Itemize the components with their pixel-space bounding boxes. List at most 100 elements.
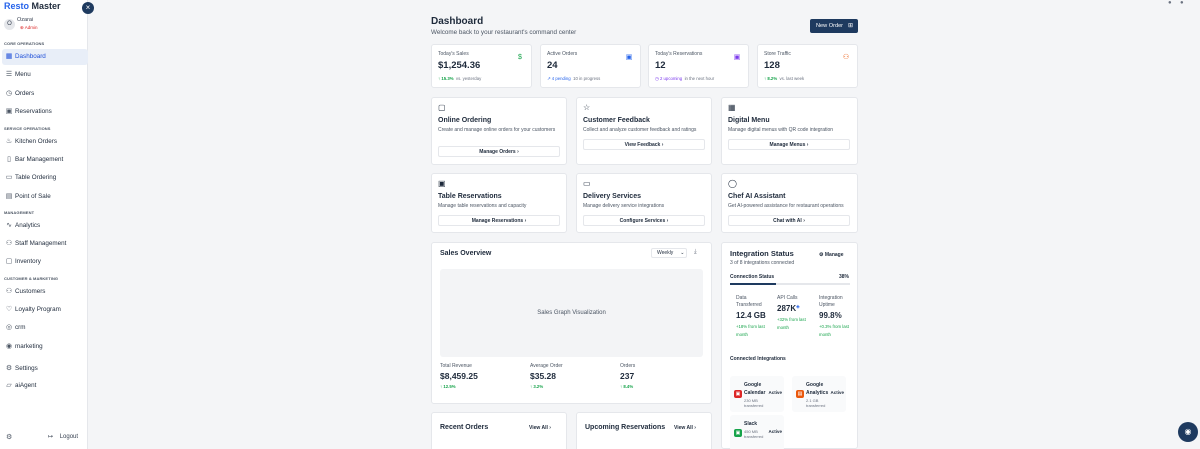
sidebar-item-analytics[interactable]: ∿ Analytics xyxy=(2,218,88,234)
calendar-icon: ▣ xyxy=(438,179,446,188)
metric-change: +18% from last month xyxy=(736,324,765,337)
metric-value: $8,459.25 xyxy=(440,371,478,381)
manage-orders-button[interactable]: Manage Orders › xyxy=(438,146,560,157)
metric-orders: Orders 237 ↑ 8.4% xyxy=(620,363,635,389)
feature-button-label: Manage Reservations xyxy=(471,218,524,224)
sidebar-item-label: marketing xyxy=(15,343,43,350)
manage-menus-button[interactable]: Manage Menus › xyxy=(728,139,850,150)
user-menu-icon[interactable]: ● xyxy=(1179,0,1184,6)
integration-google-calendar[interactable]: ▣ Google Calendar 230 MB transferred Act… xyxy=(730,376,784,412)
metric-change: +32% from last month xyxy=(777,317,806,330)
manage-reservations-button[interactable]: Manage Reservations › xyxy=(438,215,560,226)
sidebar-item-crm[interactable]: ◎ crm xyxy=(2,320,88,336)
sidebar-item-reservations[interactable]: ▣ Reservations xyxy=(2,104,88,120)
user-role: ⊕ Admin xyxy=(20,25,38,30)
user-profile[interactable]: O Ozarai ⊕ Admin xyxy=(4,16,84,34)
sidebar-item-table-ordering[interactable]: ▭ Table Ordering xyxy=(2,170,88,186)
section-management: MANAGEMENT xyxy=(4,210,35,215)
sidebar-item-label: crm xyxy=(15,324,26,331)
integration-google-analytics[interactable]: ▤ Google Analytics 2.1 GB transferred Ac… xyxy=(792,376,846,412)
page-title: Dashboard xyxy=(431,16,484,27)
upcoming-reservations-view-all[interactable]: View All › xyxy=(674,425,696,431)
brand-logo[interactable]: Resto Master xyxy=(4,1,61,11)
chevron-right-icon: › xyxy=(806,142,809,148)
download-icon[interactable]: ⤓ xyxy=(694,249,697,255)
feature-card-table-reservations: ▣ Table Reservations Manage table reserv… xyxy=(431,173,567,233)
gear-icon: ⚙ xyxy=(5,365,13,372)
manage-integrations-button[interactable]: ⚙ Manage xyxy=(819,252,844,258)
sidebar-item-aiagent[interactable]: ▱ aiAgent xyxy=(2,378,88,394)
sidebar-item-inventory[interactable]: ▢ Inventory xyxy=(2,254,88,270)
feature-title: Customer Feedback xyxy=(583,117,650,124)
stat-note: in the next hour xyxy=(684,76,715,81)
chat-assistant-button[interactable]: ◉ xyxy=(1178,422,1198,442)
close-sidebar-button[interactable]: × xyxy=(82,2,94,14)
ai-agent-icon: ▱ xyxy=(6,382,12,389)
customers-icon: ⚇ xyxy=(5,288,13,295)
sidebar-item-label: aiAgent xyxy=(15,382,37,389)
metric-change: ↑ 3.2% xyxy=(530,384,544,389)
stat-note: vs. last week xyxy=(779,76,805,81)
new-order-button[interactable]: New Order ⊞ xyxy=(810,19,858,33)
sidebar-item-point-of-sale[interactable]: ▤ Point of Sale xyxy=(2,189,88,205)
stat-value: 12 xyxy=(655,60,666,71)
integration-name: Google Analytics xyxy=(806,382,829,396)
logout-label: Logout xyxy=(59,434,79,440)
upcoming-reservations-card: Upcoming Reservations View All › xyxy=(576,412,712,449)
logout-button[interactable]: ↦ Logout xyxy=(48,433,78,440)
metric-label: Orders xyxy=(620,363,636,369)
dashboard-icon: ▦ xyxy=(5,53,13,60)
chevron-right-icon: › xyxy=(524,218,527,224)
chevron-right-icon: › xyxy=(517,149,519,155)
feature-button-label: View Feedback xyxy=(624,142,661,148)
stat-note: 10 in progress xyxy=(573,76,601,81)
gear-icon: ⚙ xyxy=(819,252,824,258)
metric-label: API Calls xyxy=(777,295,798,301)
crm-icon: ◎ xyxy=(5,324,13,331)
gear-icon[interactable]: ⚙ xyxy=(6,434,13,441)
sidebar-item-staff-management[interactable]: ⚇ Staff Management xyxy=(2,236,88,252)
sidebar-item-marketing[interactable]: ◉ marketing xyxy=(2,339,88,355)
sidebar-item-menu[interactable]: ☰ Menu xyxy=(2,67,88,83)
configure-services-button[interactable]: Configure Services › xyxy=(583,215,705,226)
stat-value: 128 xyxy=(764,60,780,71)
chat-with-ai-button[interactable]: Chat with AI › xyxy=(728,215,850,226)
sidebar-item-dashboard[interactable]: ▦ Dashboard xyxy=(2,49,88,65)
upcoming-reservations-title: Upcoming Reservations xyxy=(585,424,666,431)
truck-icon: ▭ xyxy=(583,179,591,188)
feature-title: Chef AI Assistant xyxy=(728,193,786,200)
new-order-label: New Order xyxy=(816,23,844,29)
sidebar-item-loyalty-program[interactable]: ♡ Loyalty Program xyxy=(2,302,88,318)
metric-average-order: Average Order $35.28 ↑ 3.2% xyxy=(530,363,563,389)
connected-integrations-label: Connected Integrations xyxy=(730,356,786,362)
feature-button-label: Manage Menus xyxy=(769,142,806,148)
section-core-operations: CORE OPERATIONS xyxy=(4,41,45,46)
integration-slack[interactable]: ▣ Slack 450 MB transferred Active xyxy=(730,415,784,449)
recent-orders-view-all[interactable]: View All › xyxy=(529,425,551,431)
stat-value: $1,254.36 xyxy=(438,60,481,71)
integration-subtitle: 3 of 8 integrations connected xyxy=(730,260,795,266)
sidebar-item-customers[interactable]: ⚇ Customers xyxy=(2,284,88,300)
bar-icon: ▯ xyxy=(7,156,11,163)
sidebar-item-orders[interactable]: ◷ Orders xyxy=(2,86,88,102)
brand-name-part2: Master xyxy=(31,1,61,11)
sidebar-item-label: Point of Sale xyxy=(15,193,51,200)
sidebar-item-bar-management[interactable]: ▯ Bar Management xyxy=(2,152,88,168)
integration-detail: 450 MB transferred xyxy=(744,429,764,439)
stat-badge: ◷ 2 upcoming in the next hour xyxy=(655,76,715,81)
metric-value: 12.4 GB xyxy=(736,311,766,320)
stat-card-active-orders: Active Orders 24 ↗ 4 pending 10 in progr… xyxy=(540,44,641,88)
sidebar-item-label: Analytics xyxy=(15,222,41,229)
integration-status: Active xyxy=(768,429,782,434)
view-feedback-button[interactable]: View Feedback › xyxy=(583,139,705,150)
chevron-right-icon: › xyxy=(803,218,805,224)
metric-integration-uptime: Integration Uptime 99.8% +0.3% from last… xyxy=(819,295,849,343)
metric-change: +0.3% from last month xyxy=(819,324,849,337)
sidebar-item-kitchen-orders[interactable]: ♨ Kitchen Orders xyxy=(2,134,88,150)
metric-value: 287K xyxy=(777,304,797,313)
sales-overview-card: Sales Overview Weekly ⌄ ⤓ Sales Graph Vi… xyxy=(431,242,712,404)
period-select[interactable]: Weekly ⌄ xyxy=(651,248,687,258)
notification-icon[interactable]: ● xyxy=(1168,0,1172,6)
analytics-icon: ∿ xyxy=(6,222,12,229)
sidebar-item-settings[interactable]: ⚙ Settings xyxy=(2,361,88,377)
